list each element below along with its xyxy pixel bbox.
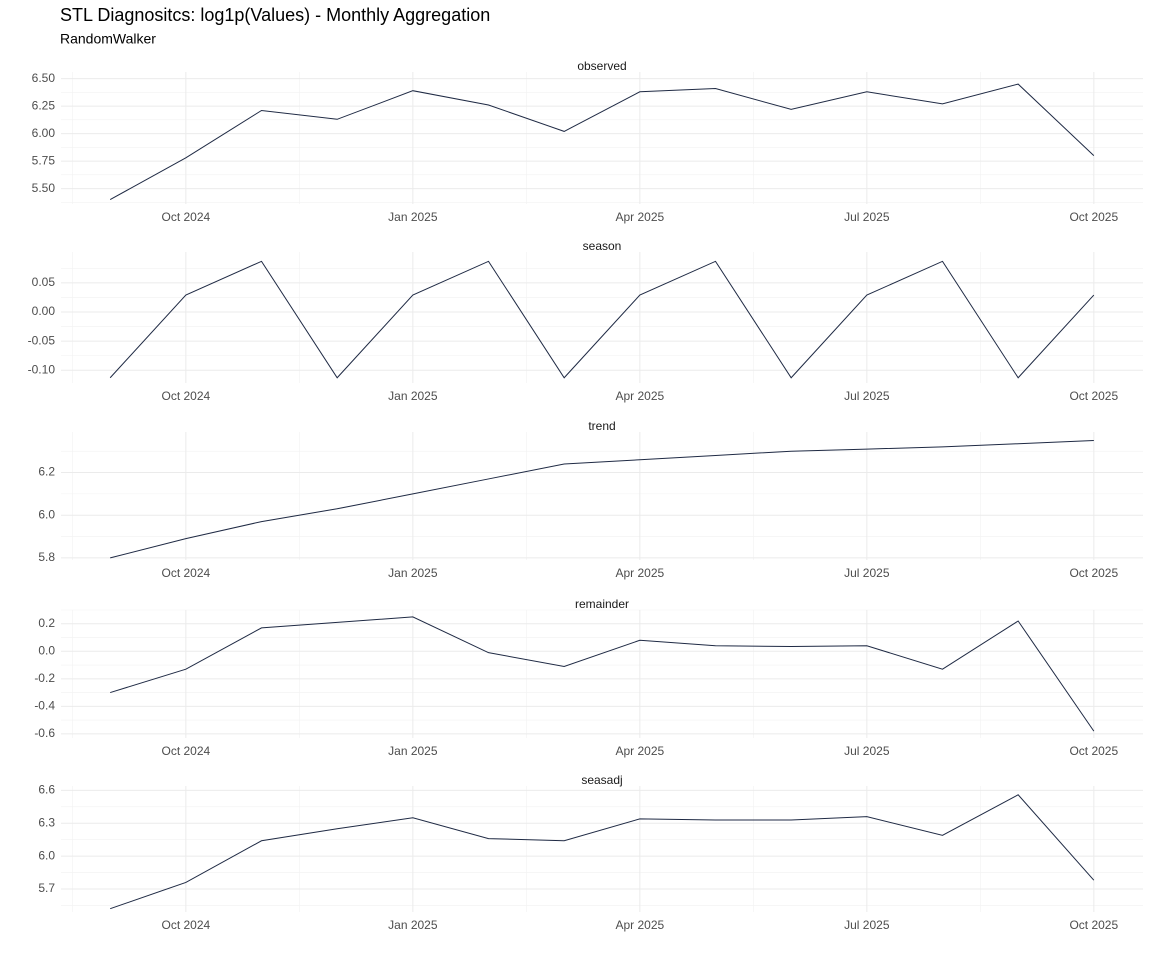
y-tick-label: 5.7 [38, 881, 55, 895]
x-tick-label: Apr 2025 [615, 566, 664, 580]
data-line [109, 260, 1095, 379]
x-tick-label: Oct 2025 [1069, 389, 1118, 403]
x-tick-label: Oct 2024 [161, 389, 210, 403]
y-tick-label: 5.75 [32, 153, 56, 167]
y-tick-label: 6.25 [32, 98, 56, 112]
y-tick-label: 6.3 [38, 815, 55, 829]
x-tick-label: Jul 2025 [844, 210, 890, 224]
x-tick-label: Jul 2025 [844, 566, 890, 580]
y-tick-label: 6.50 [32, 71, 56, 85]
x-tick-label: Jan 2025 [388, 210, 438, 224]
y-tick-label: 6.2 [38, 465, 55, 479]
x-tick-label: Jul 2025 [844, 389, 890, 403]
y-tick-label: -0.10 [28, 362, 56, 376]
x-tick-label: Apr 2025 [615, 389, 664, 403]
data-line [110, 616, 1095, 732]
x-tick-label: Jul 2025 [844, 744, 890, 758]
y-tick-label: 6.0 [38, 507, 55, 521]
data-line [110, 440, 1094, 559]
y-tick-label: -0.2 [34, 671, 55, 685]
y-tick-label: 5.50 [32, 181, 56, 195]
x-tick-label: Jan 2025 [388, 389, 438, 403]
x-tick-label: Oct 2025 [1069, 918, 1118, 932]
x-tick-label: Oct 2024 [161, 744, 210, 758]
x-tick-label: Jul 2025 [844, 918, 890, 932]
x-tick-label: Oct 2025 [1069, 566, 1118, 580]
panel-label: trend [588, 419, 615, 433]
x-tick-label: Jan 2025 [388, 566, 438, 580]
chart-subtitle: RandomWalker [60, 31, 156, 47]
panel-label: observed [577, 59, 626, 73]
x-tick-label: Apr 2025 [615, 918, 664, 932]
x-tick-label: Oct 2024 [161, 918, 210, 932]
data-line [110, 794, 1095, 910]
x-tick-label: Jan 2025 [388, 918, 438, 932]
x-tick-label: Apr 2025 [615, 210, 664, 224]
y-tick-label: 5.8 [38, 550, 55, 564]
y-tick-label: 0.00 [32, 304, 56, 318]
y-tick-label: 6.6 [38, 783, 55, 797]
x-tick-label: Oct 2024 [161, 210, 210, 224]
y-tick-label: -0.6 [34, 726, 55, 740]
y-tick-label: 0.0 [38, 643, 55, 657]
x-tick-label: Oct 2025 [1069, 210, 1118, 224]
y-tick-label: 0.2 [38, 616, 55, 630]
x-tick-label: Apr 2025 [615, 744, 664, 758]
chart-title: STL Diagnositcs: log1p(Values) - Monthly… [60, 5, 490, 25]
y-tick-label: 6.0 [38, 848, 55, 862]
y-tick-label: -0.05 [28, 333, 56, 347]
y-tick-label: 0.05 [32, 275, 56, 289]
panel-label: seasadj [581, 773, 622, 787]
x-tick-label: Oct 2025 [1069, 744, 1118, 758]
y-tick-label: 6.00 [32, 126, 56, 140]
panel-label: season [583, 239, 622, 253]
x-tick-label: Jan 2025 [388, 744, 438, 758]
data-line [109, 83, 1095, 201]
y-tick-label: -0.4 [34, 699, 55, 713]
x-tick-label: Oct 2024 [161, 566, 210, 580]
panel-label: remainder [575, 597, 629, 611]
